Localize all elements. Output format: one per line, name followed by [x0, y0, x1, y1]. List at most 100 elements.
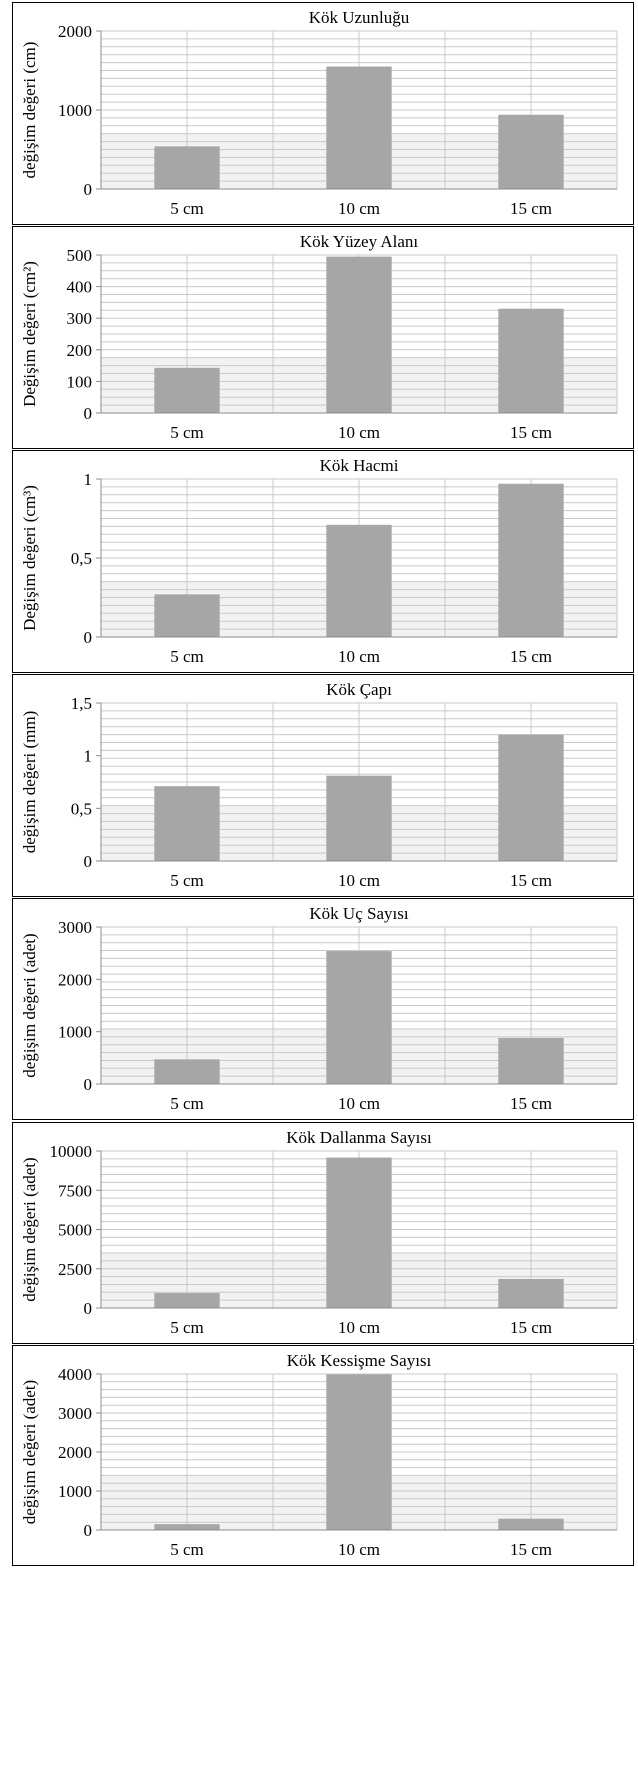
chart-title: Kök Uç Sayısı [309, 904, 408, 923]
bar-10-cm [326, 256, 392, 413]
chart-panel-3: 0 0,5 1 5 cm 10 cm 15 cm Kök Hacmi Değişim değe… [12, 450, 634, 673]
x-tick-label: 15 cm [510, 647, 552, 666]
y-tick-label: 2500 [58, 1260, 92, 1279]
chart-panel-4: 0 0,5 1 1,5 5 cm 10 cm 15 cm Kök Çapı değişim de… [12, 674, 634, 897]
chart-panel-7: 0 1000 2000 3000 4000 5 cm 10 cm 15 cm Kök Kessi… [12, 1345, 634, 1566]
x-tick-label: 5 cm [170, 423, 204, 442]
bar-5-cm [154, 1524, 220, 1530]
y-axis-label: Değişim değeri (cm³) [20, 485, 39, 631]
bar-5-cm [154, 146, 220, 189]
x-tick-label: 5 cm [170, 1318, 204, 1337]
chart-title: Kök Çapı [326, 680, 392, 699]
chart-title: Kök Yüzey Alanı [300, 232, 419, 251]
y-tick-label: 0,5 [71, 549, 92, 568]
bar-15-cm [498, 1518, 564, 1530]
bar-5-cm [154, 367, 220, 413]
y-tick-label: 0 [84, 1299, 93, 1318]
x-tick-label: 10 cm [338, 1540, 380, 1559]
x-tick-label: 10 cm [338, 199, 380, 218]
x-tick-label: 15 cm [510, 1094, 552, 1113]
y-tick-label: 0 [84, 1521, 93, 1540]
x-tick-label: 10 cm [338, 1318, 380, 1337]
y-tick-label: 0,5 [71, 799, 92, 818]
x-tick-label: 5 cm [170, 199, 204, 218]
chart-title: Kök Hacmi [320, 456, 399, 475]
chart-title: Kök Dallanma Sayısı [286, 1128, 432, 1147]
y-tick-label: 200 [67, 341, 93, 360]
bar-10-cm [326, 1157, 392, 1308]
y-tick-label: 3000 [58, 918, 92, 937]
bar-10-cm [326, 524, 392, 637]
y-tick-label: 2000 [58, 22, 92, 41]
y-tick-label: 5000 [58, 1221, 92, 1240]
y-tick-label: 4000 [58, 1365, 92, 1384]
x-tick-label: 10 cm [338, 871, 380, 890]
bar-15-cm [498, 734, 564, 861]
y-tick-label: 1000 [58, 101, 92, 120]
y-tick-label: 2000 [58, 1443, 92, 1462]
bar-15-cm [498, 483, 564, 637]
x-tick-label: 10 cm [338, 423, 380, 442]
y-tick-label: 1 [84, 470, 93, 489]
bar-10-cm [326, 66, 392, 189]
x-tick-label: 10 cm [338, 647, 380, 666]
y-tick-label: 1000 [58, 1023, 92, 1042]
y-tick-label: 0 [84, 852, 93, 871]
y-tick-label: 10000 [50, 1142, 93, 1161]
y-axis-label: değişim değeri (cm) [20, 42, 39, 179]
x-tick-label: 10 cm [338, 1094, 380, 1113]
x-tick-label: 15 cm [510, 871, 552, 890]
y-tick-label: 2000 [58, 970, 92, 989]
bar-chart: 0 1000 2000 3000 5 cm 10 cm 15 cm Kök Uç Sayısı… [20, 904, 618, 1113]
bar-chart: 0 1000 2000 3000 4000 5 cm 10 cm 15 cm Kök Kessi… [20, 1351, 618, 1559]
chart-title: Kök Kessişme Sayısı [287, 1351, 432, 1370]
x-tick-label: 15 cm [510, 423, 552, 442]
y-tick-label: 400 [67, 278, 93, 297]
x-tick-label: 5 cm [170, 1540, 204, 1559]
bar-chart: 0 100 200 300 400 500 5 cm 10 cm 15 cm Kök Yüzey … [20, 232, 618, 442]
chart-panel-5: 0 1000 2000 3000 5 cm 10 cm 15 cm Kök Uç Sayısı… [12, 898, 634, 1120]
y-tick-label: 1,5 [71, 694, 92, 713]
y-axis-label: değişim değeri (adet) [20, 1380, 39, 1524]
x-tick-label: 15 cm [510, 1540, 552, 1559]
x-tick-label: 5 cm [170, 1094, 204, 1113]
bar-15-cm [498, 114, 564, 189]
y-tick-label: 1 [84, 747, 93, 766]
y-axis-label: değişim değeri (adet) [20, 1157, 39, 1301]
y-tick-label: 300 [67, 309, 93, 328]
bar-15-cm [498, 308, 564, 413]
x-tick-label: 15 cm [510, 1318, 552, 1337]
y-axis-label: Değişim değeri (cm²) [20, 261, 39, 407]
bar-chart: 0 1000 2000 5 cm 10 cm 15 cm Kök Uzunluğu değiş… [20, 8, 618, 218]
y-tick-label: 0 [84, 1075, 93, 1094]
y-tick-label: 500 [67, 246, 93, 265]
bar-5-cm [154, 786, 220, 861]
y-axis-label: değişim değeri (adet) [20, 933, 39, 1077]
chart-panel-2: 0 100 200 300 400 500 5 cm 10 cm 15 cm Kök Yüzey … [12, 226, 634, 449]
bar-10-cm [326, 775, 392, 861]
chart-panel-1: 0 1000 2000 5 cm 10 cm 15 cm Kök Uzunluğu değiş… [12, 2, 634, 225]
x-tick-label: 15 cm [510, 199, 552, 218]
y-tick-label: 0 [84, 628, 93, 647]
y-tick-label: 1000 [58, 1482, 92, 1501]
bar-15-cm [498, 1037, 564, 1084]
bar-10-cm [326, 951, 392, 1084]
bar-5-cm [154, 1059, 220, 1084]
y-tick-label: 7500 [58, 1181, 92, 1200]
y-tick-label: 0 [84, 180, 93, 199]
bar-chart: 0 2500 5000 7500 10000 5 cm 10 cm 15 cm Kök Dall… [20, 1128, 618, 1337]
y-tick-label: 3000 [58, 1404, 92, 1423]
bar-5-cm [154, 1293, 220, 1308]
chart-panel-6: 0 2500 5000 7500 10000 5 cm 10 cm 15 cm Kök Dall… [12, 1122, 634, 1344]
bar-5-cm [154, 594, 220, 637]
y-axis-label: değişim değeri (mm) [20, 711, 39, 854]
bar-15-cm [498, 1278, 564, 1308]
bar-chart: 0 0,5 1 1,5 5 cm 10 cm 15 cm Kök Çapı değişim de… [20, 680, 618, 890]
x-tick-label: 5 cm [170, 871, 204, 890]
y-tick-label: 100 [67, 372, 93, 391]
x-tick-label: 5 cm [170, 647, 204, 666]
y-tick-label: 0 [84, 404, 93, 423]
bar-10-cm [326, 1374, 392, 1530]
chart-title: Kök Uzunluğu [309, 8, 410, 27]
